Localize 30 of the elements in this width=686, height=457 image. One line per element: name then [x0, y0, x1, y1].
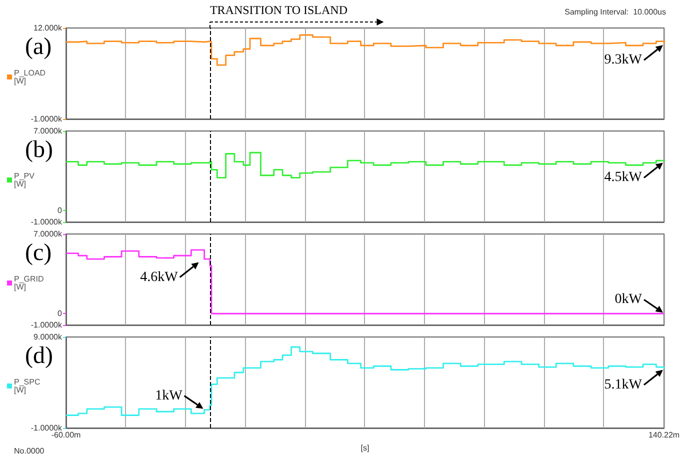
x-axis-title: [s] [360, 443, 370, 452]
annotation: 5.1kW [604, 377, 643, 392]
text: Sampling Interval: 10.000us [564, 8, 666, 16]
x-tick-label: -60.00m [51, 430, 82, 440]
legend-label: P_PV [W] [14, 172, 36, 188]
y-tick-label: 9.0000k [34, 332, 63, 342]
y-tick-label: 7.0000k [34, 126, 63, 136]
legend-label: P_SPC [W] [14, 378, 40, 394]
chart-title: (d) [25, 343, 53, 369]
y-tick-label: 7.0000k [34, 230, 63, 238]
chart-title: (c) [25, 240, 52, 266]
chart-title: (a) [25, 34, 52, 60]
chart-title: (b) [25, 137, 53, 163]
y-tick-label: 0 [58, 309, 63, 318]
y-tick-label: -1.0000k [30, 218, 63, 226]
y-tick-label: 0 [58, 206, 63, 216]
y-tick-label: -1.0000k [30, 320, 63, 330]
annotation: 0kW [614, 292, 643, 308]
ref-line-label: TRANSITION TO ISLAND [210, 3, 348, 17]
annotation: 9.3kW [604, 52, 643, 68]
annotation: 4.6kW [140, 270, 179, 285]
legend-label: P_LOAD [W] [14, 68, 46, 86]
y-tick-label: -1.0000k [30, 114, 63, 124]
y-tick-label: -1.0000k [30, 424, 63, 432]
legend-label: P_GRID [W] [14, 274, 44, 292]
y-tick-label: 12.000k [34, 24, 63, 32]
annotation: 1kW [155, 388, 184, 404]
annotation: 4.5kW [604, 170, 643, 186]
text: No.0000 [14, 446, 45, 456]
x-tick-label: 140.22m [648, 430, 680, 440]
